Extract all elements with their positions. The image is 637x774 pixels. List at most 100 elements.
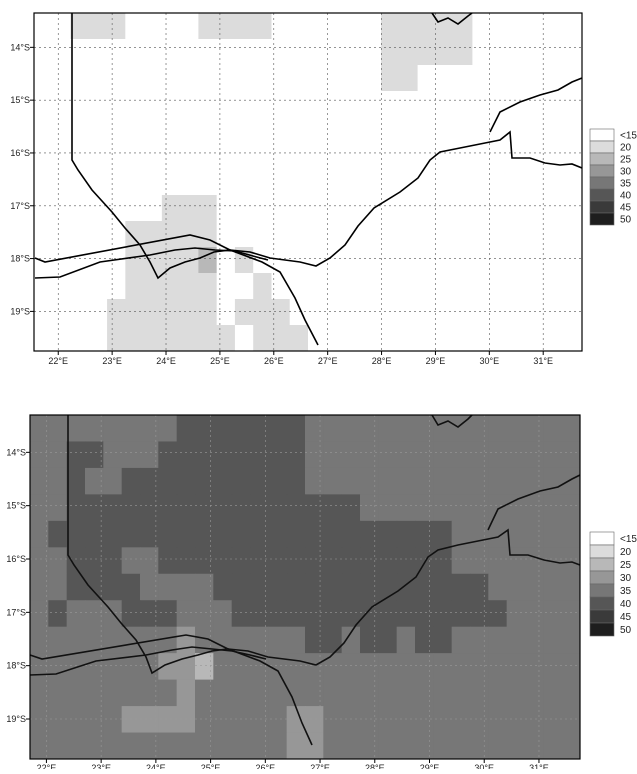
map-cell [52, 221, 72, 248]
map-cell [66, 679, 86, 707]
map-cell [525, 600, 544, 628]
map-cell [103, 415, 123, 442]
bottom-map-lat-labels: 14°S 15°S 16°S 17°S 18°S 19°S [6, 447, 26, 724]
map-cell [490, 169, 510, 196]
map-cell [508, 39, 528, 66]
map-cell [88, 169, 108, 196]
map-cell [378, 706, 398, 734]
map-cell [52, 143, 72, 170]
bottom-legend: <15 20 25 30 35 40 45 50 [589, 531, 637, 637]
map-cell [490, 273, 510, 300]
map-cell [545, 299, 565, 326]
map-cell [216, 325, 236, 352]
map-cell [488, 520, 508, 548]
lat-tick-label: 16°S [6, 554, 26, 564]
map-cell [52, 65, 72, 92]
map-cell [435, 39, 455, 66]
map-cell [234, 13, 254, 40]
map-cell [268, 467, 288, 495]
map-cell [250, 679, 269, 707]
map-cell [121, 679, 141, 707]
map-cell [381, 65, 400, 92]
map-cell [48, 467, 68, 495]
map-cell [66, 573, 86, 601]
map-cell [161, 325, 181, 352]
map-cell [30, 520, 49, 548]
map-cell [161, 299, 181, 326]
lon-tick-label: 26°E [256, 763, 276, 769]
map-cell [195, 573, 214, 601]
map-cell [433, 441, 453, 469]
bottom-map-panel: 22°E 23°E 24°E 25°E 26°E 27°E 28°E 29°E 30°E 31°E… [0, 405, 637, 773]
map-cell [234, 325, 254, 352]
map-cell [30, 415, 49, 442]
map-cell [34, 325, 53, 352]
map-cell [143, 117, 163, 144]
map-cell [417, 117, 437, 144]
map-cell [271, 143, 291, 170]
map-cell [417, 169, 437, 196]
map-cell [472, 299, 492, 326]
map-cell [161, 273, 181, 300]
map-cell [195, 547, 214, 575]
map-cell [360, 600, 379, 628]
map-cell [88, 195, 108, 222]
bottom-map-axis [29, 414, 581, 760]
map-cell [107, 169, 126, 196]
map-cell [454, 65, 473, 92]
legend-swatch [589, 140, 615, 154]
map-cell [417, 273, 437, 300]
map-cell [161, 143, 181, 170]
map-cell [490, 65, 510, 92]
map-cell [506, 679, 526, 707]
map-cell [362, 247, 382, 274]
map-cell [545, 117, 565, 144]
map-cell [454, 221, 473, 248]
legend-swatch [589, 212, 615, 226]
map-cell [525, 706, 544, 734]
border-caprivi-south [29, 646, 267, 676]
map-cell [326, 195, 346, 222]
map-cell [268, 520, 288, 548]
map-cell [250, 600, 269, 628]
map-cell [326, 247, 346, 274]
map-cell [341, 626, 361, 654]
map-cell [161, 221, 181, 248]
map-cell [451, 494, 471, 522]
map-cell [198, 13, 218, 40]
map-cell [121, 600, 141, 628]
map-cell [527, 143, 546, 170]
map-cell [396, 732, 416, 760]
map-cell [381, 91, 400, 118]
map-cell [180, 325, 199, 352]
map-cell [543, 520, 563, 548]
map-cell [360, 467, 379, 495]
map-cell [396, 520, 416, 548]
map-cell [415, 600, 434, 628]
map-cell [305, 520, 324, 548]
map-cell [286, 441, 306, 469]
top-map-panel: 22°E 23°E 24°E 25°E 26°E 27°E 28°E 29°E 30°E 31°E… [0, 0, 637, 370]
map-cell [176, 520, 196, 548]
map-cell [66, 441, 86, 469]
map-cell [158, 732, 178, 760]
map-cell [161, 65, 181, 92]
map-cell [451, 467, 471, 495]
map-cell [490, 39, 510, 66]
map-cell [451, 732, 471, 760]
map-cell [305, 600, 324, 628]
map-cell [415, 494, 434, 522]
map-cell [561, 573, 581, 601]
map-cell [268, 679, 288, 707]
map-cell [121, 441, 141, 469]
map-cell [399, 247, 419, 274]
map-cell [289, 143, 309, 170]
map-cell [231, 626, 251, 654]
map-cell [140, 467, 159, 495]
map-cell [417, 195, 437, 222]
map-cell [234, 143, 254, 170]
map-cell [34, 13, 53, 40]
map-cell [433, 573, 453, 601]
map-cell [525, 467, 544, 495]
border-north-east [487, 474, 581, 531]
